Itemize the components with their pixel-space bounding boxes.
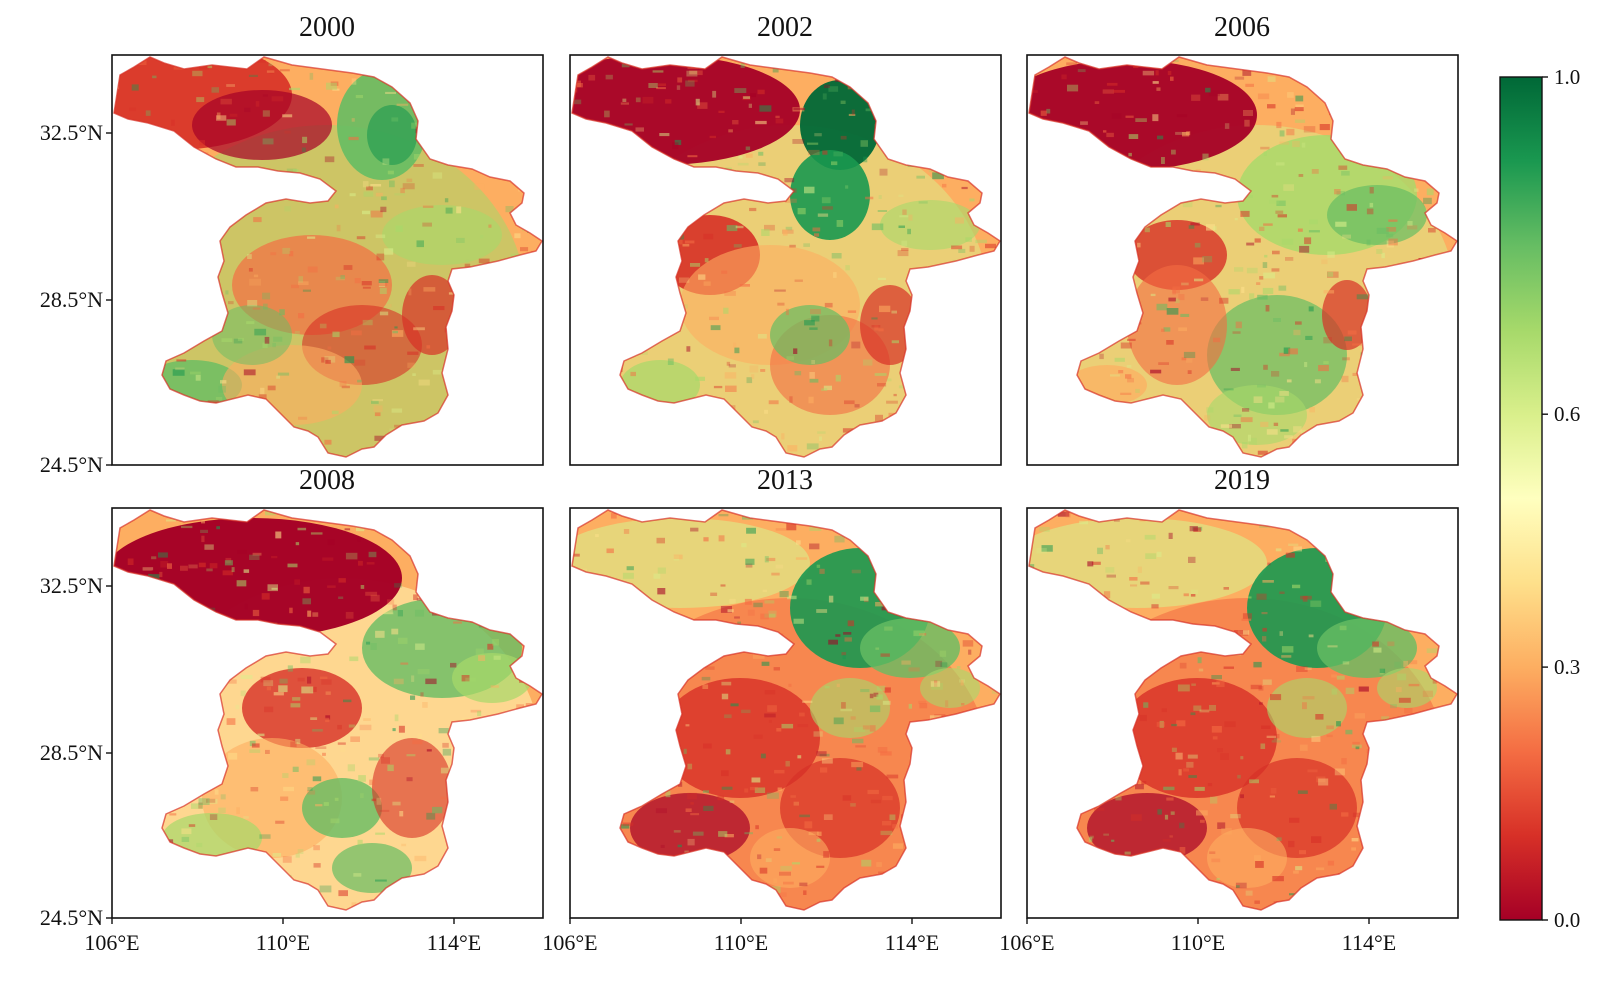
y-tick-label: 32.5°N (40, 120, 103, 145)
colorbar-tick-label: 0.3 (1554, 655, 1580, 679)
y-tick-label: 24.5°N (40, 905, 103, 930)
x-tick-label: 106°E (999, 930, 1054, 955)
map-panel-3-frame (1026, 54, 1459, 466)
map-panel-5-frame (569, 507, 1002, 919)
y-tick-label: 28.5°N (40, 287, 103, 312)
x-tick-label: 114°E (885, 930, 939, 955)
map-panel-6-title: 2019 (1214, 465, 1270, 496)
map-panel-2-title: 2002 (757, 12, 813, 43)
map-panel-1-title: 2000 (299, 12, 355, 43)
y-tick-label: 32.5°N (40, 573, 103, 598)
y-tick-label: 24.5°N (40, 452, 103, 477)
x-tick-label: 110°E (714, 930, 768, 955)
map-panel-5-title: 2013 (757, 465, 813, 496)
colorbar-tick-label: 1.0 (1554, 65, 1580, 89)
colorbar-gradient (1499, 76, 1543, 921)
x-axis-panel-5: 106°E 110°E 114°E (542, 918, 939, 955)
x-tick-label: 110°E (256, 930, 310, 955)
y-axis-bottom: 32.5°N 28.5°N 24.5°N (40, 573, 112, 930)
map-panel-3-map (1028, 56, 1459, 458)
map-panel-1 (111, 54, 544, 466)
map-panel-6 (1026, 507, 1459, 919)
map-panel-2-frame (569, 54, 1002, 466)
x-tick-label: 110°E (1171, 930, 1225, 955)
colorbar-ticks: 1.0 0.6 0.3 0.0 (1542, 65, 1580, 932)
x-tick-label: 106°E (84, 930, 139, 955)
y-tick-label: 28.5°N (40, 740, 103, 765)
map-panel-4-title: 2008 (299, 465, 355, 496)
x-axis-panel-6: 106°E 110°E 114°E (999, 918, 1396, 955)
map-panel-5-map (571, 509, 1002, 911)
map-panel-4-frame (111, 507, 544, 919)
x-tick-label: 114°E (1342, 930, 1396, 955)
y-axis-top: 32.5°N 28.5°N 24.5°N (40, 120, 112, 477)
map-panel-2 (569, 54, 1002, 466)
map-panel-3-title: 2006 (1214, 12, 1270, 43)
map-panel-5 (569, 507, 1002, 919)
map-panel-1-frame (111, 54, 544, 466)
map-panel-6-frame (1026, 507, 1459, 919)
colorbar-tick-label: 0.0 (1554, 908, 1580, 932)
map-panel-6-map (1028, 509, 1459, 911)
colorbar-tick-label: 0.6 (1554, 402, 1580, 426)
colorbar: 1.0 0.6 0.3 0.0 (1499, 65, 1580, 932)
map-panel-4-map (113, 509, 544, 911)
map-panel-3 (1026, 54, 1459, 466)
x-tick-label: 114°E (427, 930, 481, 955)
map-panel-1-map (113, 56, 544, 458)
x-axis-panel-4: 106°E 110°E 114°E (84, 918, 481, 955)
map-panel-4 (111, 507, 544, 919)
map-panel-2-map (571, 56, 1002, 458)
x-tick-label: 106°E (542, 930, 597, 955)
